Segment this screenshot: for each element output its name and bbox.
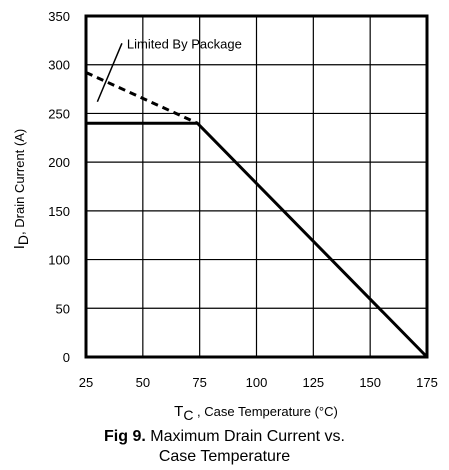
x-tick-label: 25 [79,375,93,390]
x-axis-label-sub: C [183,407,193,423]
x-tick-label: 175 [416,375,438,390]
y-tick-label: 200 [48,155,70,170]
chart-annotations: Limited By Package [96,36,242,103]
annotation-limited-by-package: Limited By Package [127,36,242,51]
y-tick-label: 0 [63,350,70,365]
figure-caption-label: Fig 9. [104,428,146,445]
plot-frame [84,14,429,359]
x-axis-label-main: T [174,403,183,420]
axis-ticks: 25 50 75 100 125 150 175 0 50 100 150 200 250 300 350 [48,9,438,390]
chart-series [85,71,429,359]
chart-grid [86,16,427,357]
y-tick-label: 250 [48,106,70,121]
package-limit-line [85,71,199,125]
y-tick-label: 100 [48,253,70,268]
y-axis-label: ID, Drain Current (A) [11,129,31,250]
figure-caption: Fig 9. Maximum Drain Current vs. [0,428,449,446]
y-axis-label-main: I [11,245,28,249]
x-tick-label: 50 [136,375,150,390]
figure-caption-line2: Case Temperature [158,448,291,465]
x-axis-label-rest: , Case Temperature (°C) [193,404,337,419]
x-axis-label: TC , Case Temperature (°C) [174,403,338,423]
x-tick-label: 125 [302,375,324,390]
annotation-leader-line [96,42,123,103]
x-tick-label: 75 [192,375,206,390]
y-tick-label: 50 [56,301,70,316]
y-tick-label: 150 [48,204,70,219]
y-tick-label: 300 [48,58,70,73]
x-tick-label: 100 [246,375,268,390]
y-axis-label-rest: , Drain Current (A) [12,129,27,235]
x-tick-label: 150 [359,375,381,390]
y-tick-label: 350 [48,9,70,24]
figure-caption-title: Maximum Drain Current vs. [150,428,345,445]
y-axis-label-sub: D [15,235,31,245]
